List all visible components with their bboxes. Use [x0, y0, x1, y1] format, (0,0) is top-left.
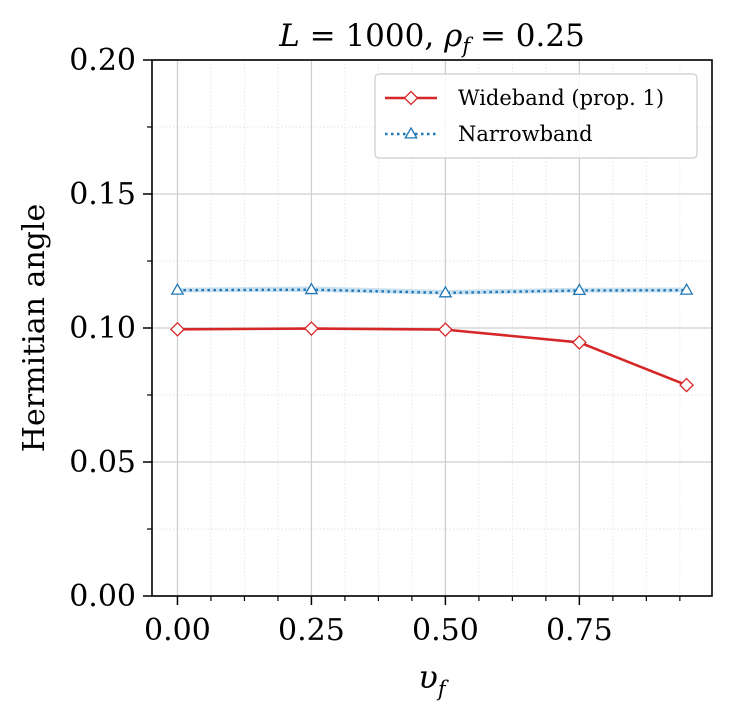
title-rho-sub: f	[460, 34, 473, 58]
wideband-prop-1-point	[437, 322, 453, 338]
x-axis-label-sub: f	[436, 677, 449, 701]
title-eq2: = 0.25	[470, 18, 585, 54]
x-tick-label: 0.00	[144, 613, 211, 648]
narrowband-point	[438, 285, 453, 298]
legend-narrowband-marker	[404, 126, 418, 139]
wideband-prop-1-point	[571, 335, 587, 350]
tick-labels: 0.00 0.25 0.50 0.75 0.00 0.05 0.10 0.15 0.20	[69, 43, 613, 648]
title-eq1: = 1000,	[300, 18, 444, 54]
narrowband-point	[304, 282, 319, 295]
narrowband-point	[572, 283, 587, 296]
title-L: L	[278, 18, 300, 54]
narrowband-point	[170, 282, 185, 295]
x-tick-label: 0.75	[546, 613, 613, 648]
x-tick-label: 0.50	[412, 613, 479, 648]
legend-narrowband-label: Narrowband	[458, 122, 593, 146]
y-tick-label: 0.05	[69, 445, 136, 480]
y-tick-label: 0.10	[69, 311, 136, 346]
wideband-prop-1-point	[304, 321, 319, 336]
x-axis-label: υf	[418, 658, 448, 701]
x-axis-label-main: υ	[418, 658, 437, 696]
series-markers	[170, 282, 694, 393]
x-tick-label: 0.25	[278, 613, 345, 648]
wideband-prop-1-point	[170, 321, 185, 337]
axis-ticks	[143, 59, 681, 605]
y-tick-label: 0.00	[69, 579, 136, 614]
y-tick-label: 0.20	[69, 43, 136, 78]
y-tick-label: 0.15	[69, 177, 136, 212]
legend-box	[374, 73, 698, 159]
legend-wideband-prop-1-marker	[403, 90, 419, 106]
narrowband-point	[679, 282, 694, 295]
legend: Wideband (prop. 1) Narrowband	[374, 73, 698, 159]
wideband-prop-1-point	[679, 377, 694, 393]
title-rho: ρ	[443, 18, 462, 54]
y-axis-label: Hermitian angle	[17, 204, 52, 452]
legend-wideband-prop-1-label: Wideband (prop. 1)	[458, 86, 664, 110]
chart-title: L = 1000, ρf = 0.25	[278, 18, 585, 58]
